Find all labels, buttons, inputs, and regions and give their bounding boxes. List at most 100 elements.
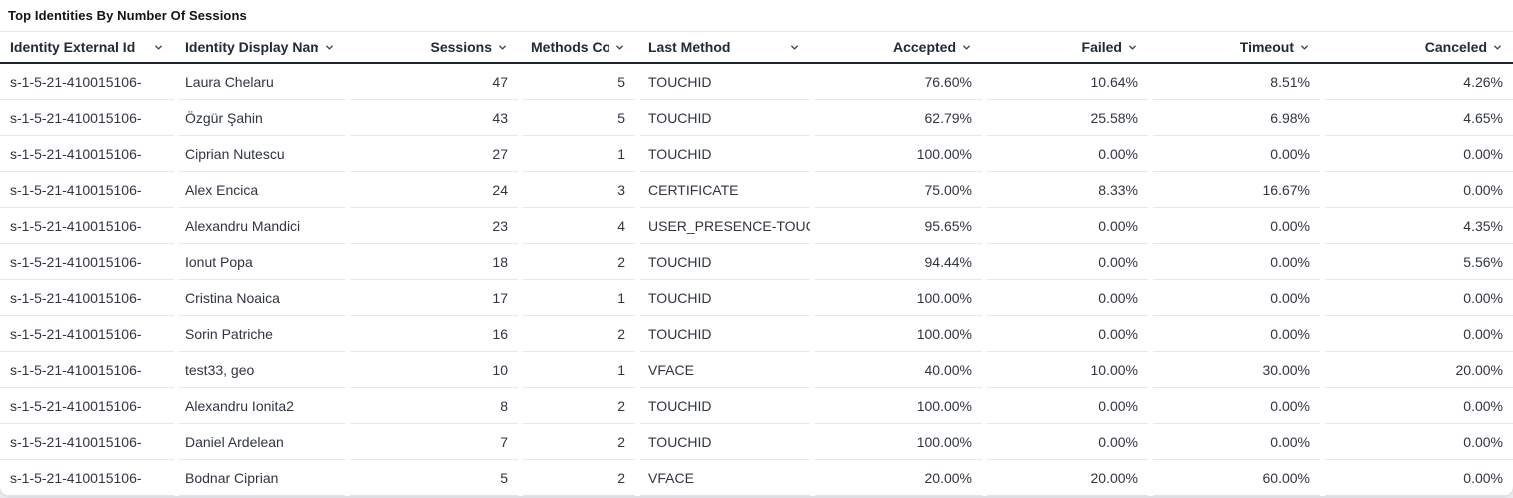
- cell-identity-display-name: Alexandru Mandici: [179, 208, 345, 244]
- cell-failed: 0.00%: [987, 316, 1148, 352]
- table-row: s-1-5-21-410015106- Ionut Popa 18 2 TOUCHID 9…: [0, 244, 1513, 280]
- cell-identity-external-id: s-1-5-21-410015106-: [0, 136, 174, 172]
- cell-methods-count: 3: [523, 172, 635, 208]
- sort-chevron-down-icon: [961, 42, 972, 53]
- table-row: s-1-5-21-410015106- Sorin Patriche 16 2 TOUC…: [0, 316, 1513, 352]
- sort-chevron-down-icon: [1127, 42, 1138, 53]
- cell-methods-count: 1: [523, 136, 635, 172]
- cell-timeout: 0.00%: [1153, 208, 1320, 244]
- column-header-failed[interactable]: Failed: [987, 32, 1148, 62]
- column-header-label: Last Method: [648, 39, 731, 55]
- cell-methods-count: 2: [523, 460, 635, 496]
- cell-identity-external-id: s-1-5-21-410015106-: [0, 64, 174, 100]
- cell-accepted: 100.00%: [815, 388, 982, 424]
- cell-last-method: TOUCHID: [640, 316, 810, 352]
- cell-canceled: 0.00%: [1325, 316, 1513, 352]
- table-row: s-1-5-21-410015106- Bodnar Ciprian 5 2 VFACE…: [0, 460, 1513, 496]
- cell-timeout: 0.00%: [1153, 244, 1320, 280]
- cell-identity-display-name: Alex Encica: [179, 172, 345, 208]
- cell-timeout: 30.00%: [1153, 352, 1320, 388]
- cell-identity-external-id: s-1-5-21-410015106-: [0, 352, 174, 388]
- cell-last-method: TOUCHID: [640, 388, 810, 424]
- cell-canceled: 5.56%: [1325, 244, 1513, 280]
- cell-accepted: 94.44%: [815, 244, 982, 280]
- cell-identity-external-id: s-1-5-21-410015106-: [0, 100, 174, 136]
- cell-failed: 8.33%: [987, 172, 1148, 208]
- cell-canceled: 0.00%: [1325, 172, 1513, 208]
- cell-sessions: 43: [350, 100, 518, 136]
- cell-identity-display-name: Bodnar Ciprian: [179, 460, 345, 496]
- cell-failed: 10.00%: [987, 352, 1148, 388]
- column-header-label: Failed: [1081, 39, 1122, 55]
- table-row: s-1-5-21-410015106- Alexandru Ionita2 8 2 TO…: [0, 388, 1513, 424]
- cell-failed: 0.00%: [987, 244, 1148, 280]
- column-header-label: Timeout: [1239, 39, 1294, 55]
- cell-failed: 0.00%: [987, 280, 1148, 316]
- cell-accepted: 76.60%: [815, 64, 982, 100]
- table-row: s-1-5-21-410015106- Daniel Ardelean 7 2 TOUC…: [0, 424, 1513, 460]
- sort-chevron-down-icon: [147, 42, 164, 53]
- cell-canceled: 0.00%: [1325, 280, 1513, 316]
- cell-identity-external-id: s-1-5-21-410015106-: [0, 172, 174, 208]
- cell-last-method: VFACE: [640, 352, 810, 388]
- column-header-sessions[interactable]: Sessions: [350, 32, 518, 62]
- cell-identity-external-id: s-1-5-21-410015106-: [0, 316, 174, 352]
- cell-last-method: VFACE: [640, 460, 810, 496]
- table-row: s-1-5-21-410015106- Laura Chelaru 47 5 TOUCH…: [0, 64, 1513, 100]
- cell-timeout: 8.51%: [1153, 64, 1320, 100]
- cell-methods-count: 2: [523, 388, 635, 424]
- column-header-methods-count[interactable]: Methods Count: [523, 32, 635, 62]
- cell-last-method: TOUCHID: [640, 244, 810, 280]
- cell-accepted: 100.00%: [815, 316, 982, 352]
- column-header-accepted[interactable]: Accepted: [815, 32, 982, 62]
- cell-identity-display-name: Sorin Patriche: [179, 316, 345, 352]
- table-row: s-1-5-21-410015106- test33, geo 10 1 VFACE 40…: [0, 352, 1513, 388]
- cell-failed: 20.00%: [987, 460, 1148, 496]
- cell-canceled: 0.00%: [1325, 424, 1513, 460]
- table-row: s-1-5-21-410015106- Özgür Şahin 43 5 TOUCHID…: [0, 100, 1513, 136]
- cell-sessions: 27: [350, 136, 518, 172]
- cell-failed: 0.00%: [987, 136, 1148, 172]
- column-header-canceled[interactable]: Canceled: [1325, 32, 1513, 62]
- cell-methods-count: 5: [523, 100, 635, 136]
- cell-methods-count: 2: [523, 316, 635, 352]
- column-header-identity-external-id[interactable]: Identity External Id: [0, 32, 174, 62]
- cell-last-method: TOUCHID: [640, 424, 810, 460]
- cell-identity-external-id: s-1-5-21-410015106-: [0, 280, 174, 316]
- cell-accepted: 40.00%: [815, 352, 982, 388]
- cell-accepted: 95.65%: [815, 208, 982, 244]
- cell-timeout: 6.98%: [1153, 100, 1320, 136]
- cell-identity-display-name: Laura Chelaru: [179, 64, 345, 100]
- cell-identity-display-name: Daniel Ardelean: [179, 424, 345, 460]
- cell-sessions: 8: [350, 388, 518, 424]
- cell-canceled: 4.65%: [1325, 100, 1513, 136]
- cell-accepted: 100.00%: [815, 424, 982, 460]
- cell-failed: 10.64%: [987, 64, 1148, 100]
- cell-timeout: 60.00%: [1153, 460, 1320, 496]
- cell-identity-external-id: s-1-5-21-410015106-: [0, 244, 174, 280]
- column-header-last-method[interactable]: Last Method: [640, 32, 810, 62]
- cell-last-method: TOUCHID: [640, 136, 810, 172]
- table-header-row: Identity External Id Identity Display Nam…: [0, 31, 1513, 64]
- cell-identity-external-id: s-1-5-21-410015106-: [0, 424, 174, 460]
- cell-identity-external-id: s-1-5-21-410015106-: [0, 460, 174, 496]
- table-row: s-1-5-21-410015106- Ciprian Nutescu 27 1 TOU…: [0, 136, 1513, 172]
- column-header-label: Identity External Id: [10, 39, 136, 55]
- cell-failed: 0.00%: [987, 388, 1148, 424]
- cell-timeout: 0.00%: [1153, 388, 1320, 424]
- cell-timeout: 0.00%: [1153, 280, 1320, 316]
- cell-last-method: TOUCHID: [640, 64, 810, 100]
- column-header-timeout[interactable]: Timeout: [1153, 32, 1320, 62]
- column-header-label: Methods Count: [531, 39, 609, 55]
- cell-accepted: 20.00%: [815, 460, 982, 496]
- cell-canceled: 0.00%: [1325, 136, 1513, 172]
- cell-sessions: 10: [350, 352, 518, 388]
- cell-accepted: 62.79%: [815, 100, 982, 136]
- cell-identity-display-name: Cristina Noaica: [179, 280, 345, 316]
- sort-chevron-down-icon: [614, 42, 625, 53]
- column-header-identity-display-name[interactable]: Identity Display Name: [179, 32, 345, 62]
- cell-identity-external-id: s-1-5-21-410015106-: [0, 388, 174, 424]
- cell-canceled: 0.00%: [1325, 388, 1513, 424]
- cell-failed: 0.00%: [987, 424, 1148, 460]
